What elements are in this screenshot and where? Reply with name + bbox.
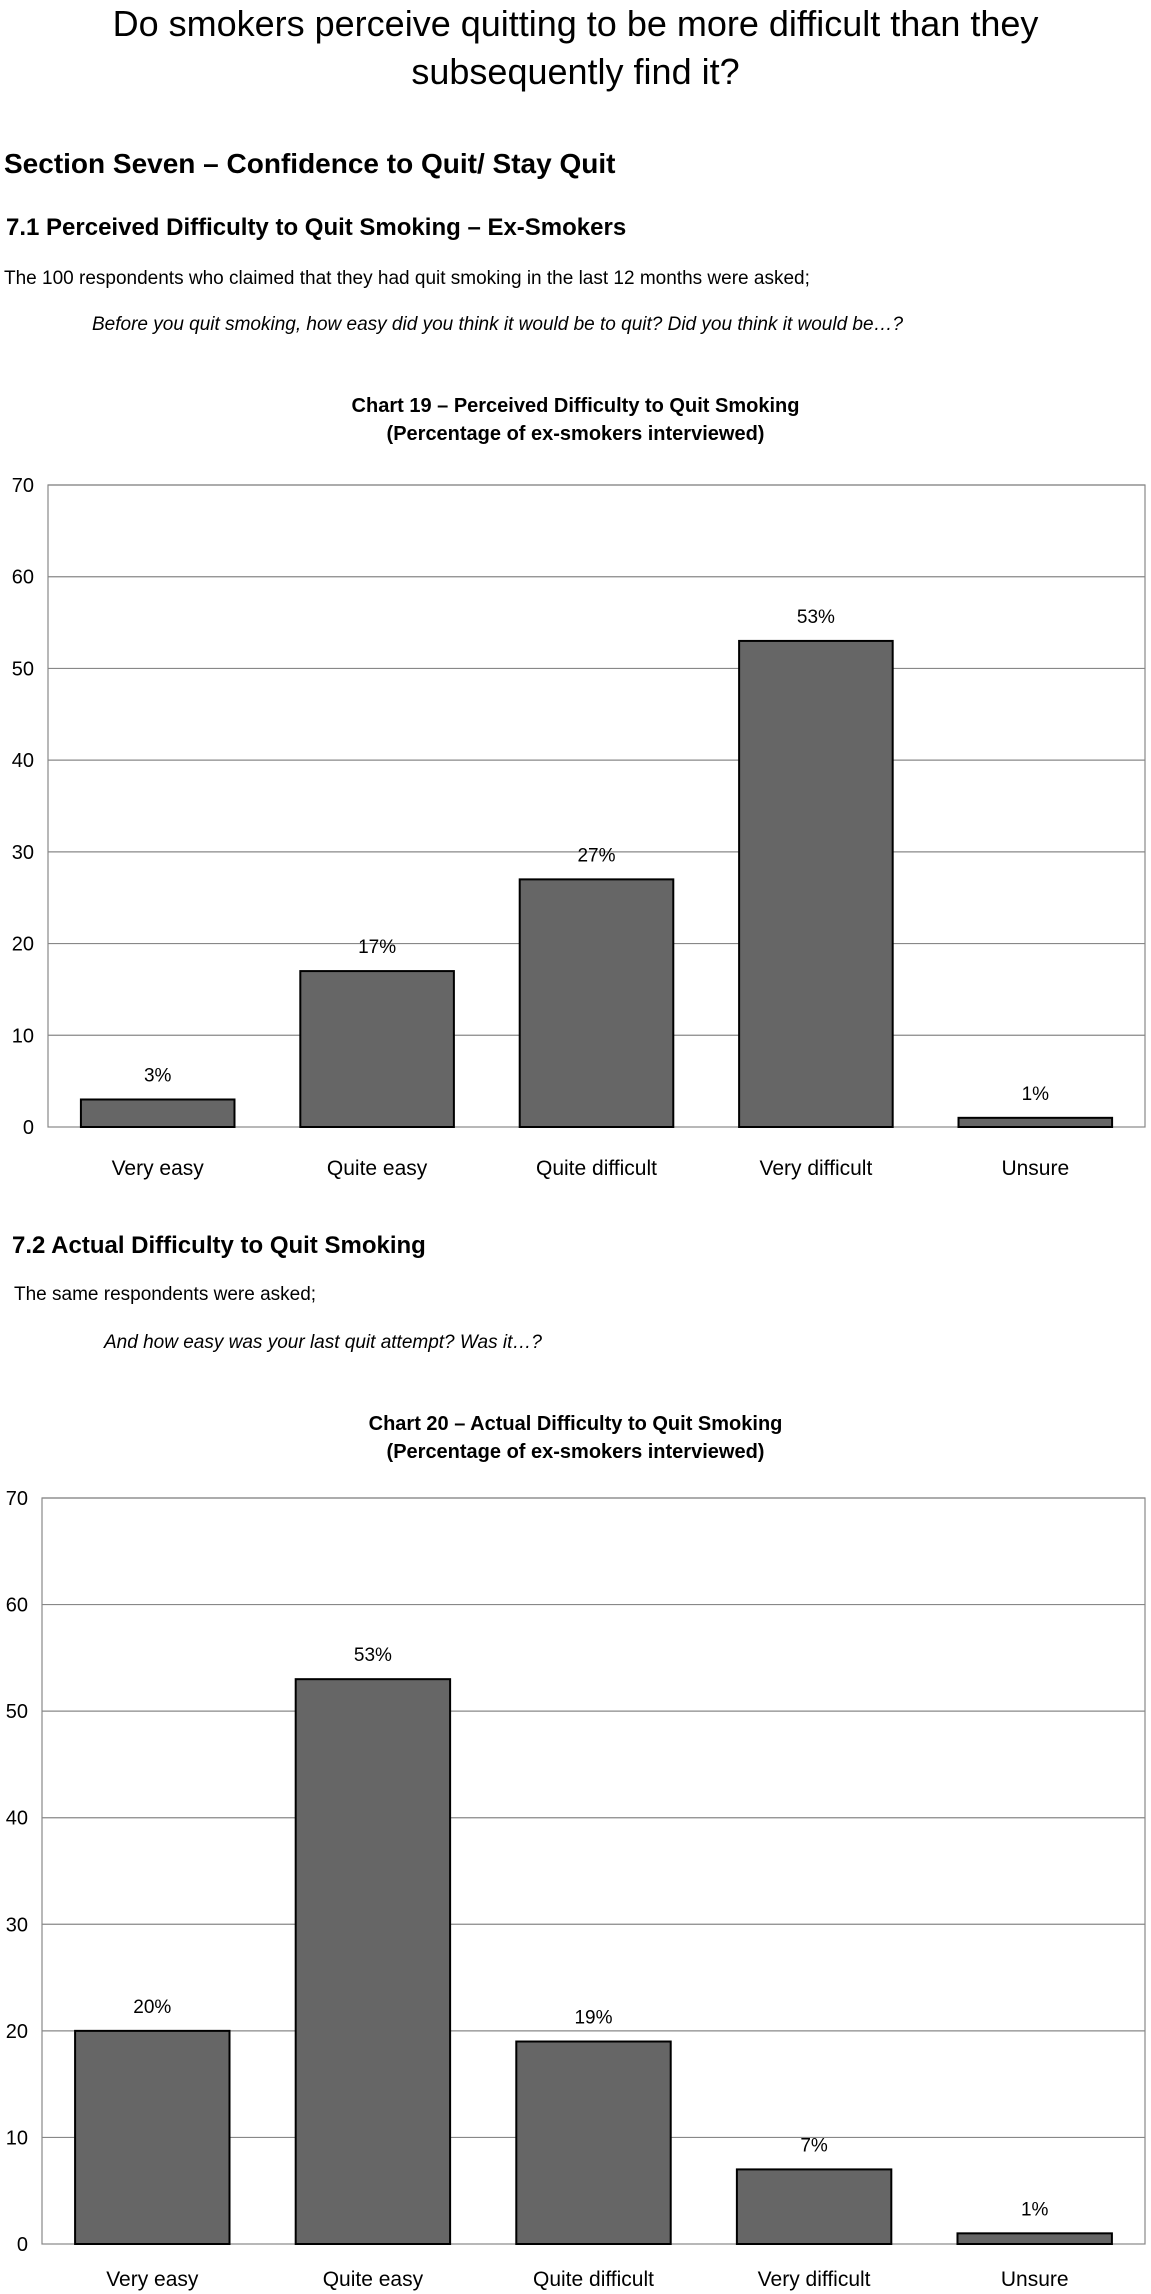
bar-quite-easy bbox=[299, 970, 455, 1129]
y-tick-label: 70 bbox=[12, 475, 34, 497]
subsection-7-2-question: And how easy was your last quit attempt?… bbox=[104, 1332, 542, 1353]
y-tick-label: 50 bbox=[6, 1701, 28, 1723]
category-label: Unsure bbox=[1001, 1157, 1069, 1180]
chart-19-title-block: Chart 19 – Perceived Difficulty to Quit … bbox=[0, 392, 1151, 448]
bar-quite-difficult bbox=[515, 2040, 672, 2245]
y-tick-label: 10 bbox=[12, 1025, 34, 1047]
page-title-line-2: subsequently find it? bbox=[411, 51, 740, 92]
chart-20-title: Chart 20 – Actual Difficulty to Quit Smo… bbox=[368, 1413, 783, 1435]
data-label: 1% bbox=[1022, 1084, 1050, 1105]
data-label: 3% bbox=[144, 1065, 172, 1086]
y-tick-label: 50 bbox=[12, 658, 34, 680]
page-title-line-1: Do smokers perceive quitting to be more … bbox=[112, 3, 1039, 44]
subsection-7-1-question: Before you quit smoking, how easy did yo… bbox=[92, 314, 904, 335]
y-tick-label: 0 bbox=[23, 1117, 34, 1139]
subsection-7-2-intro: The same respondents were asked; bbox=[14, 1284, 317, 1305]
subsection-7-1-intro: The 100 respondents who claimed that the… bbox=[4, 268, 810, 289]
section-title: Section Seven – Confidence to Quit/ Stay… bbox=[4, 148, 616, 179]
bar-unsure bbox=[957, 1116, 1114, 1128]
chart-20: 0 10 20 30 40 50 60 70 20% Very easy 53% Quite easy… bbox=[6, 1488, 1146, 2291]
subsection-7-1-heading: 7.1 Perceived Difficulty to Quit Smoking… bbox=[6, 214, 627, 241]
y-tick-label: 20 bbox=[6, 2021, 28, 2043]
bar-very-easy bbox=[79, 1098, 236, 1129]
y-tick-label: 40 bbox=[12, 750, 34, 772]
y-tick-label: 0 bbox=[17, 2234, 28, 2256]
chart-20-subtitle: (Percentage of ex-smokers interviewed) bbox=[386, 1441, 765, 1463]
bar-quite-easy bbox=[294, 1678, 452, 2245]
y-tick-label: 40 bbox=[6, 1808, 28, 1830]
category-label: Very difficult bbox=[758, 2268, 871, 2291]
category-label: Unsure bbox=[1001, 2268, 1069, 2291]
bar-very-easy bbox=[74, 2029, 231, 2245]
category-label: Quite easy bbox=[323, 2268, 424, 2291]
subsection-7-2-heading: 7.2 Actual Difficulty to Quit Smoking bbox=[12, 1232, 426, 1259]
data-label: 1% bbox=[1021, 2199, 1049, 2220]
y-tick-label: 70 bbox=[6, 1488, 28, 1510]
bar-unsure bbox=[956, 2232, 1113, 2245]
data-label: 53% bbox=[354, 1645, 392, 1666]
category-label: Quite easy bbox=[327, 1157, 428, 1180]
category-label: Quite difficult bbox=[536, 1157, 657, 1180]
y-tick-label: 20 bbox=[12, 934, 34, 956]
page-title: Do smokers perceive quitting to be more … bbox=[0, 0, 1151, 96]
bar-very-difficult bbox=[738, 639, 894, 1129]
category-label: Very difficult bbox=[759, 1157, 872, 1180]
data-label: 20% bbox=[133, 1997, 171, 2018]
bar-very-difficult bbox=[735, 2168, 893, 2246]
y-tick-label: 60 bbox=[12, 567, 34, 589]
chart-19-title: Chart 19 – Perceived Difficulty to Quit … bbox=[351, 395, 800, 417]
y-tick-label: 30 bbox=[6, 1914, 28, 1936]
chart-20-title-block: Chart 20 – Actual Difficulty to Quit Smo… bbox=[0, 1410, 1151, 1466]
data-label: 17% bbox=[358, 937, 396, 958]
y-tick-label: 10 bbox=[6, 2127, 28, 2149]
chart-19-subtitle: (Percentage of ex-smokers interviewed) bbox=[386, 423, 765, 445]
category-label: Very easy bbox=[106, 2268, 199, 2291]
chart-19: 0 10 20 30 40 50 60 70 3% Very easy 17% Quite easy 2… bbox=[12, 475, 1146, 1180]
category-label: Quite difficult bbox=[533, 2268, 654, 2291]
y-tick-label: 30 bbox=[12, 842, 34, 864]
y-tick-label: 60 bbox=[6, 1595, 28, 1617]
data-label: 19% bbox=[574, 2008, 612, 2029]
data-label: 53% bbox=[797, 607, 835, 628]
category-label: Very easy bbox=[112, 1157, 205, 1180]
data-label: 7% bbox=[800, 2135, 828, 2156]
data-label: 27% bbox=[577, 845, 615, 866]
bar-quite-difficult bbox=[518, 878, 675, 1128]
